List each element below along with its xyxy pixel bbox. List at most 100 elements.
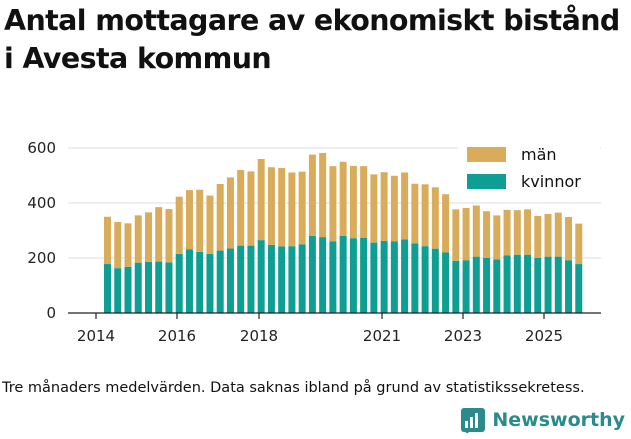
bar-man [257,159,265,241]
bar-man [226,177,234,249]
bar-kvinnor [278,246,286,313]
bar-kvinnor [360,237,368,313]
bar-man [431,187,439,249]
bar-man [575,223,583,265]
bar-man [462,207,470,261]
bar-kvinnor [237,245,245,313]
bar-man [390,175,398,242]
bar-kvinnor [196,251,204,313]
bar-man [144,212,152,262]
bar-man [483,211,491,258]
x-tick-label: 2021 [363,327,401,345]
bar-man [380,172,388,241]
x-tick-label: 2025 [525,327,563,345]
bar-man [329,166,337,242]
bar-kvinnor [442,252,450,313]
bar-kvinnor [216,250,224,313]
bar-chart: 0 200 400 600 2014 2016 2018 2021 2023 2025 män k… [27,139,601,345]
bar-man [349,165,357,239]
bar-man [247,171,255,246]
bar-man [513,210,521,255]
bar-kvinnor [124,266,132,313]
bar-kvinnor [431,248,439,313]
bar-kvinnor [575,264,583,313]
bar-man [360,166,368,238]
bar-kvinnor [421,246,429,313]
bar-man [298,171,306,245]
legend-label-kvinnor: kvinnor [521,172,581,191]
bar-man [421,184,429,247]
bar-kvinnor [257,240,265,313]
bar-kvinnor [226,248,234,313]
bar-man [278,168,286,247]
bar-man [267,167,275,245]
bar-man [288,172,296,247]
bar-man [196,189,204,252]
footnote: Tre månaders medelvärden. Data saknas ib… [2,380,585,396]
bar-kvinnor [329,241,337,313]
bar-kvinnor [175,253,183,313]
bar-kvinnor [134,262,142,313]
bar-kvinnor [267,244,275,313]
bar-kvinnor [513,254,521,313]
bar-man [411,183,419,244]
bar-kvinnor [452,260,460,313]
bar-man [524,209,532,255]
bar-kvinnor [401,239,409,313]
bar-kvinnor [298,244,306,313]
bar-kvinnor [554,256,562,313]
x-tick-label: 2023 [444,327,482,345]
legend-swatch-kvinnor [467,174,506,189]
bar-man [134,215,142,263]
bar-man [237,170,245,246]
bar-man [206,195,214,254]
y-tick-label: 200 [27,249,56,267]
bar-kvinnor [165,262,173,313]
bar-kvinnor [524,254,532,313]
bar-man [165,209,173,263]
y-axis-labels: 0 200 400 600 [27,139,56,322]
bar-kvinnor [155,261,163,313]
bar-kvinnor [349,238,357,313]
bar-kvinnor [544,256,552,313]
x-axis-ticks: 2014 2016 2018 2021 2023 2025 [77,313,563,345]
y-tick-label: 400 [27,194,56,212]
bar-kvinnor [411,243,419,313]
y-tick-label: 0 [46,304,56,322]
bar-kvinnor [114,268,122,313]
bar-kvinnor [472,256,480,313]
bar-man [544,214,552,257]
bar-kvinnor [483,258,491,313]
bar-man [114,221,122,269]
bar-kvinnor [206,253,214,313]
bar-man [155,207,163,262]
bar-kvinnor [144,261,152,313]
legend: män kvinnor [458,142,600,200]
bar-man [319,152,327,238]
bar-kvinnor [565,260,573,313]
newsworthy-logo-icon [461,408,486,433]
bar-kvinnor [370,242,378,313]
bar-kvinnor [104,264,111,313]
bar-man [339,161,347,236]
bar-man [452,209,460,261]
bar-kvinnor [380,240,388,313]
x-tick-label: 2016 [158,327,196,345]
bar-kvinnor [534,258,542,313]
bar-kvinnor [319,237,327,313]
bar-kvinnor [493,259,501,313]
x-tick-label: 2014 [77,327,115,345]
bar-man [185,190,193,250]
legend-swatch-man [467,147,506,162]
bar-kvinnor [390,241,398,313]
bar-man [503,209,511,256]
bar-man [104,216,111,265]
bar-man [565,217,573,261]
bar-kvinnor [503,255,511,313]
bar-man [493,215,501,260]
brand-logo[interactable]: Newsworthy [460,407,625,433]
x-tick-label: 2018 [240,327,278,345]
bar-man [472,205,480,257]
bar-kvinnor [247,245,255,313]
bar-man [216,184,224,251]
